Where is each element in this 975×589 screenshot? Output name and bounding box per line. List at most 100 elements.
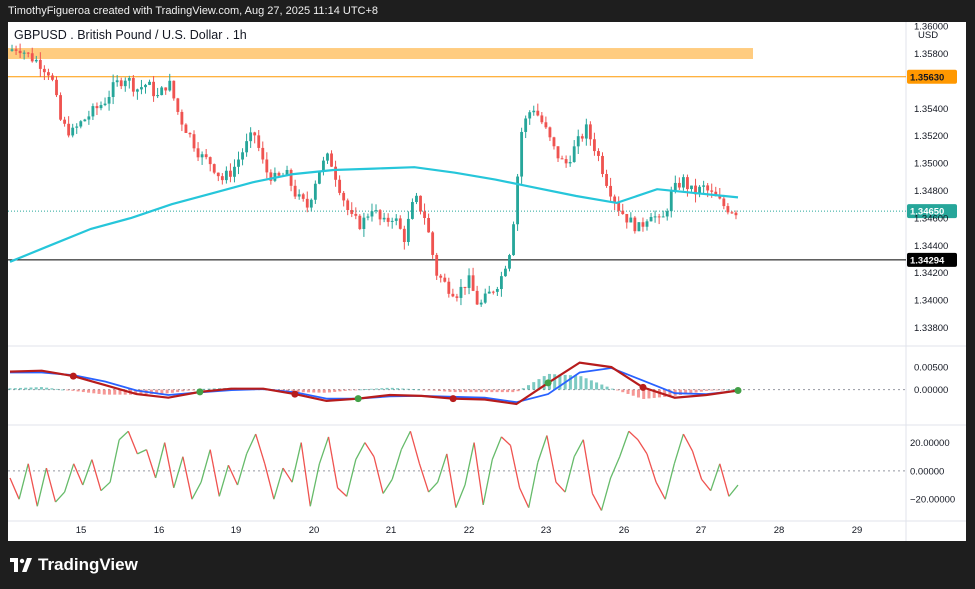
candle-body: [508, 255, 511, 269]
candle-body: [111, 82, 115, 97]
osc2-segment: [546, 435, 557, 483]
histogram-bar: [631, 389, 635, 396]
osc2-segment: [400, 430, 411, 450]
osc2-segment: [191, 481, 202, 500]
candle-body: [394, 218, 398, 221]
osc2-segment: [591, 493, 603, 511]
candle-body: [127, 77, 131, 81]
candle-body: [354, 213, 358, 216]
candle-body: [730, 212, 734, 214]
moving-average-line: [9, 166, 739, 263]
histogram-bar: [286, 389, 290, 392]
time-axis-tick: 28: [774, 525, 785, 536]
candle-body: [641, 222, 645, 227]
histogram-bar: [76, 389, 80, 392]
candle-body: [188, 132, 192, 135]
candle-body: [390, 220, 394, 222]
histogram-bar: [605, 386, 609, 390]
histogram-bar: [396, 388, 400, 390]
candle-body: [313, 183, 317, 200]
crossover-dot: [354, 395, 362, 403]
candle-body: [140, 87, 143, 90]
moving-average: [9, 166, 739, 263]
candle-body: [216, 172, 220, 177]
candle-body: [14, 49, 18, 51]
candle-body: [544, 122, 548, 128]
candle-body: [22, 52, 26, 54]
price-axis-tick: 1.34000: [914, 296, 948, 307]
osc2-segment: [418, 463, 430, 493]
chart-title: GBPUSD . British Pound / U.S. Dollar . 1…: [14, 28, 247, 42]
histogram-bar: [113, 389, 117, 395]
candle-body: [435, 254, 439, 276]
histogram-bar: [485, 389, 489, 393]
osc2-segment: [309, 463, 321, 507]
price-levels: 1.35630 1.34294 1.34650: [8, 48, 957, 267]
candle-body: [269, 172, 273, 181]
candle-body: [455, 296, 459, 298]
candle-body: [677, 182, 681, 188]
osc2-segment: [537, 435, 548, 463]
histogram-bar: [202, 388, 206, 390]
price-axis-tick: 1.34400: [914, 241, 948, 252]
osc2-segment: [145, 449, 157, 479]
candle-body: [710, 190, 714, 192]
candle-body: [411, 202, 414, 219]
histogram-bar: [160, 389, 164, 394]
osc2-segment: [528, 462, 539, 508]
histogram-bar: [694, 389, 698, 393]
histogram-bar: [710, 389, 714, 391]
candle-body: [317, 170, 321, 184]
candle-body: [665, 211, 669, 217]
price-axis[interactable]: 1.36000 1.35800 1.35400 1.35200 1.35000 1.348…: [910, 22, 955, 506]
histogram-bar: [448, 389, 452, 392]
histogram-bar: [317, 389, 321, 393]
candle-body: [67, 123, 71, 136]
chart-svg[interactable]: GBPUSD . British Pound / U.S. Dollar . 1…: [8, 22, 966, 541]
histogram-bar: [108, 389, 112, 395]
histogram-bar: [647, 389, 651, 399]
histogram-bar: [652, 389, 656, 398]
candle-body: [131, 77, 135, 92]
candle-body: [249, 132, 253, 142]
histogram-bar: [422, 389, 426, 391]
histogram-bar: [348, 389, 352, 391]
osc2-segment: [409, 431, 421, 464]
candle-body: [87, 116, 91, 120]
candle-body: [285, 169, 289, 176]
crossover-dot: [544, 379, 552, 387]
candle-body: [495, 289, 499, 292]
osc2-segment: [582, 439, 594, 494]
osc2-segment: [200, 449, 211, 483]
candle-body: [30, 53, 34, 62]
osc2-segment: [246, 433, 257, 455]
candles: [10, 43, 738, 307]
candle-body: [698, 186, 701, 195]
price-axis-tick: 1.34600: [914, 213, 948, 224]
histogram-bar: [516, 389, 520, 392]
chart-frame[interactable]: GBPUSD . British Pound / U.S. Dollar . 1…: [8, 22, 966, 541]
osc2-segment: [100, 481, 111, 492]
candle-body: [439, 275, 443, 278]
candle-body: [330, 153, 333, 167]
histogram-bar: [66, 389, 70, 391]
osc2-segment: [600, 477, 612, 511]
crossover-dot: [69, 372, 77, 380]
candle-body: [346, 200, 350, 210]
osc2-segment: [455, 484, 466, 508]
candle-body: [322, 160, 325, 171]
oscillator-1-pane: [8, 361, 906, 406]
candle-body: [99, 105, 103, 109]
price-axis-tick: 1.34800: [914, 186, 948, 197]
time-axis[interactable]: 15 16 19 20 21 22 23 26 27 28 29: [76, 525, 863, 536]
candle-body: [309, 199, 313, 208]
time-axis-tick: 27: [696, 525, 707, 536]
candle-body: [55, 79, 58, 96]
candle-body: [152, 81, 155, 97]
histogram-bar: [558, 374, 562, 390]
candle-body: [334, 166, 337, 180]
histogram-bar: [97, 389, 101, 394]
candle-body: [338, 179, 342, 193]
resistance-zone: [8, 48, 753, 59]
osc2-segment: [264, 463, 275, 500]
